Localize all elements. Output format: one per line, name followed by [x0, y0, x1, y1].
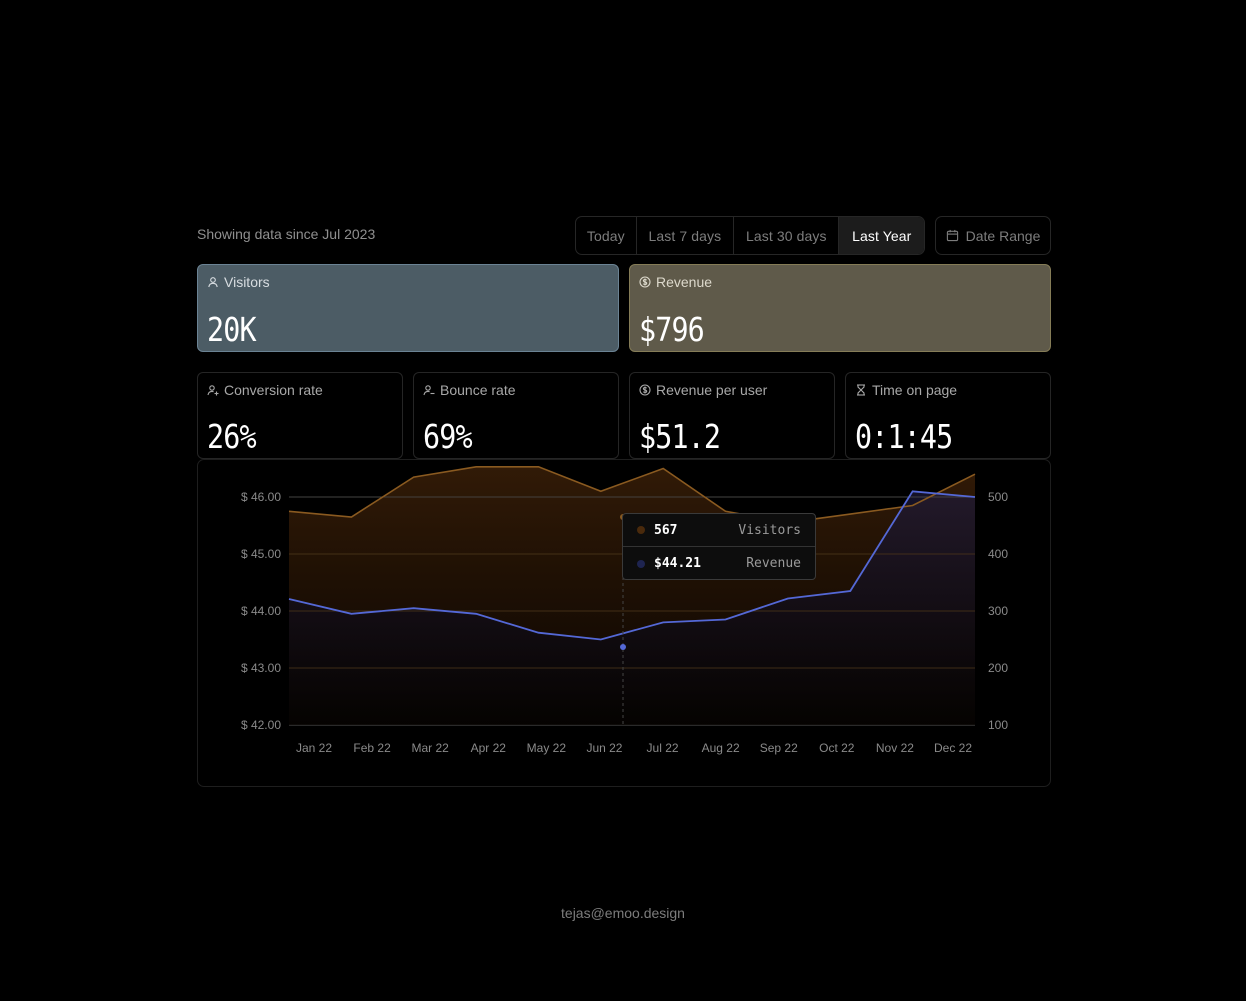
- user-icon: [208, 277, 218, 288]
- tooltip-visitors-value: 567: [654, 522, 678, 538]
- y-right-tick-label: 500: [988, 490, 1008, 504]
- range-last-year-button[interactable]: Last Year: [839, 217, 924, 254]
- x-tick-label: Jan 22: [296, 741, 332, 755]
- x-tick-label: Feb 22: [353, 741, 391, 755]
- conversion-value: 26%: [207, 417, 257, 456]
- conversion-label-row: Conversion rate: [207, 382, 393, 398]
- revenue-area: [289, 491, 975, 725]
- date-range-label: Date Range: [965, 227, 1041, 244]
- revenue-dot-icon: [637, 559, 645, 568]
- hourglass-icon: [857, 384, 865, 396]
- x-tick-label: Mar 22: [412, 741, 450, 755]
- rpu-label: Revenue per user: [656, 382, 768, 398]
- revenue-card[interactable]: Revenue $796: [629, 264, 1051, 352]
- data-since-text: Showing data since Jul 2023: [197, 226, 376, 242]
- visitors-dot-icon: [637, 526, 645, 534]
- x-tick-label: Nov 22: [876, 741, 914, 755]
- tooltip-revenue-label: Revenue: [746, 556, 801, 571]
- user-plus-icon: [207, 385, 219, 396]
- conversion-rate-card[interactable]: Conversion rate 26%: [197, 372, 403, 459]
- revenue-label: Revenue: [656, 274, 713, 290]
- y-right-tick-label: 200: [988, 661, 1008, 675]
- date-range-button[interactable]: Date Range: [935, 216, 1051, 255]
- revenue-label-row: Revenue: [639, 274, 1041, 290]
- y-left-tick-label: $ 44.00: [241, 604, 281, 618]
- x-tick-label: Jul 22: [647, 741, 679, 755]
- conversion-label: Conversion rate: [224, 382, 323, 398]
- bounce-rate-card[interactable]: Bounce rate 69%: [413, 372, 619, 459]
- rpu-value: $51.2: [639, 417, 721, 456]
- time-range-selector: Today Last 7 days Last 30 days Last Year: [575, 216, 925, 255]
- x-tick-label: Aug 22: [702, 741, 740, 755]
- y-right-tick-label: 100: [988, 718, 1008, 732]
- x-tick-label: Sep 22: [760, 741, 798, 755]
- time-label-row: Time on page: [855, 382, 1041, 398]
- user-minus-icon: [423, 385, 435, 396]
- revenue-value: $796: [639, 310, 705, 349]
- calendar-icon: [946, 229, 958, 242]
- bounce-label: Bounce rate: [440, 382, 516, 398]
- y-right-tick-label: 400: [988, 547, 1008, 561]
- time-value: 0:1:45: [855, 417, 953, 456]
- tooltip-visitors-label: Visitors: [738, 522, 801, 538]
- tooltip-revenue-value: $44.21: [654, 556, 701, 571]
- visitors-card[interactable]: Visitors 20K: [197, 264, 619, 352]
- x-tick-label: Jun 22: [586, 741, 622, 755]
- y-left-tick-label: $ 46.00: [241, 490, 281, 504]
- revenue-highlight-point: [620, 644, 626, 650]
- tooltip-visitors-row: 567 Visitors: [623, 514, 815, 547]
- x-tick-label: Dec 22: [934, 741, 972, 755]
- rpu-label-row: Revenue per user: [639, 382, 825, 398]
- revenue-per-user-card[interactable]: Revenue per user $51.2: [629, 372, 835, 459]
- range-last-30-days-button[interactable]: Last 30 days: [734, 217, 840, 254]
- visitors-label-row: Visitors: [207, 274, 609, 290]
- y-left-tick-label: $ 45.00: [241, 547, 281, 561]
- y-left-tick-label: $ 43.00: [241, 661, 281, 675]
- visitors-label: Visitors: [224, 274, 270, 290]
- time-label: Time on page: [872, 382, 958, 398]
- x-tick-label: Oct 22: [819, 741, 855, 755]
- dollar-circle-icon: [639, 384, 651, 396]
- footer-email[interactable]: tejas@emoo.design: [561, 905, 685, 921]
- x-tick-label: May 22: [527, 741, 567, 755]
- visitors-value: 20K: [207, 310, 257, 349]
- range-last-7-days-button[interactable]: Last 7 days: [637, 217, 735, 254]
- revenue-line: [288, 490, 976, 641]
- y-left-tick-label: $ 42.00: [241, 718, 281, 732]
- x-tick-label: Apr 22: [471, 741, 507, 755]
- bounce-label-row: Bounce rate: [423, 382, 609, 398]
- dollar-circle-icon: [639, 276, 651, 288]
- y-right-tick-label: 300: [988, 604, 1008, 618]
- range-today-button[interactable]: Today: [576, 217, 637, 254]
- time-on-page-card[interactable]: Time on page 0:1:45: [845, 372, 1051, 459]
- chart-tooltip: 567 Visitors $44.21 Revenue: [622, 513, 816, 580]
- visitors-line: [288, 466, 976, 524]
- tooltip-revenue-row: $44.21 Revenue: [623, 547, 815, 580]
- bounce-value: 69%: [423, 417, 473, 456]
